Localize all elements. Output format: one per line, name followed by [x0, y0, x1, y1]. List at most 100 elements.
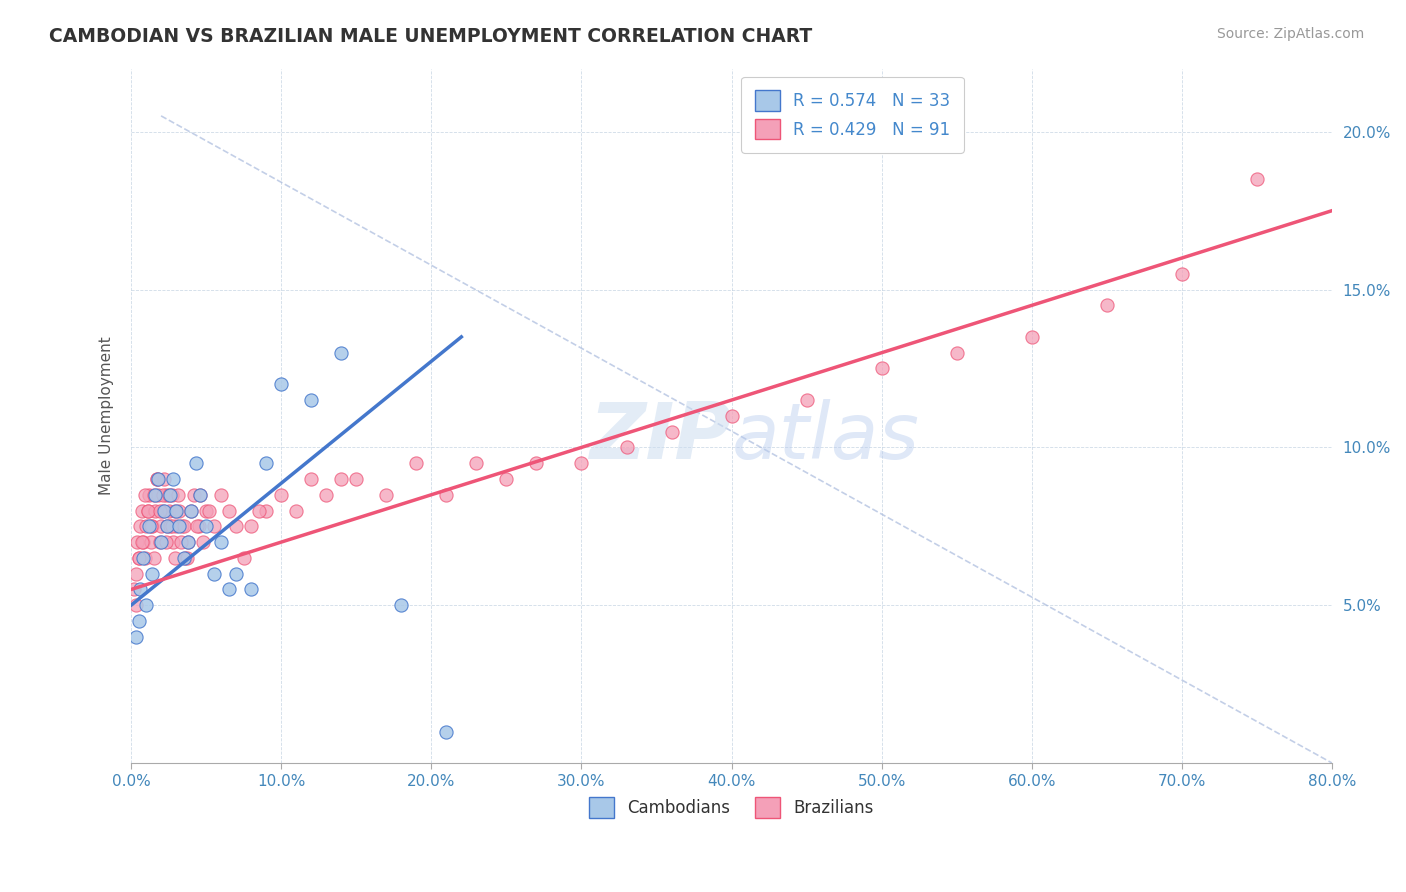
Point [232, 550, 254, 565]
Point [202, 519, 225, 533]
Point [173, 550, 195, 565]
Point [141, 566, 163, 581]
Point [375, 488, 398, 502]
Point [299, 472, 322, 486]
Point [129, 582, 152, 597]
Point [495, 472, 517, 486]
Point [162, 472, 184, 486]
Point [136, 503, 159, 517]
Point [143, 503, 166, 517]
Text: CAMBODIAN VS BRAZILIAN MALE UNEMPLOYMENT CORRELATION CHART: CAMBODIAN VS BRAZILIAN MALE UNEMPLOYMENT… [49, 27, 813, 45]
Point [870, 361, 893, 376]
Point [796, 392, 818, 407]
Point [167, 503, 190, 517]
Point [720, 409, 742, 423]
Point [225, 566, 247, 581]
Point [139, 535, 162, 549]
Point [152, 503, 174, 517]
Point [134, 550, 156, 565]
Point [146, 488, 169, 502]
Point [270, 488, 292, 502]
Point [405, 456, 427, 470]
Point [135, 599, 157, 613]
Point [1171, 267, 1194, 281]
Point [240, 519, 263, 533]
Point [195, 519, 218, 533]
Point [131, 535, 153, 549]
Point [141, 519, 163, 533]
Text: Source: ZipAtlas.com: Source: ZipAtlas.com [1216, 27, 1364, 41]
Point [299, 392, 322, 407]
Point [156, 519, 179, 533]
Point [128, 550, 150, 565]
Point [254, 503, 277, 517]
Point [138, 488, 160, 502]
Point [177, 535, 200, 549]
Point [129, 519, 152, 533]
Point [174, 550, 197, 565]
Point [148, 535, 170, 549]
Point [134, 488, 156, 502]
Point [124, 566, 146, 581]
Point [141, 519, 163, 533]
Point [149, 503, 172, 517]
Point [176, 550, 198, 565]
Point [153, 503, 176, 517]
Point [150, 519, 173, 533]
Point [138, 519, 160, 533]
Point [180, 503, 202, 517]
Point [132, 535, 155, 549]
Point [143, 488, 166, 502]
Point [145, 472, 167, 486]
Point [187, 519, 209, 533]
Point [155, 488, 177, 502]
Point [156, 519, 179, 533]
Point [159, 519, 181, 533]
Point [165, 519, 187, 533]
Point [270, 377, 292, 392]
Point [616, 441, 638, 455]
Point [1095, 298, 1118, 312]
Point [1246, 172, 1268, 186]
Point [180, 503, 202, 517]
Point [124, 630, 146, 644]
Point [209, 535, 232, 549]
Point [315, 488, 337, 502]
Point [167, 519, 190, 533]
Point [157, 503, 180, 517]
Point [167, 488, 190, 502]
Point [157, 488, 180, 502]
Point [195, 503, 218, 517]
Point [165, 503, 187, 517]
Point [434, 488, 457, 502]
Point [571, 456, 593, 470]
Point [191, 535, 214, 549]
Point [526, 456, 548, 470]
Point [198, 503, 221, 517]
Point [434, 724, 457, 739]
Point [1021, 330, 1043, 344]
Point [159, 488, 181, 502]
Point [209, 488, 232, 502]
Point [344, 472, 367, 486]
Point [125, 599, 148, 613]
Point [142, 550, 165, 565]
Point [153, 472, 176, 486]
Point [131, 503, 153, 517]
Legend: Cambodians, Brazilians: Cambodians, Brazilians [582, 790, 880, 824]
Point [155, 535, 177, 549]
Point [188, 488, 211, 502]
Point [122, 582, 145, 597]
Point [165, 503, 187, 517]
Point [330, 345, 353, 359]
Point [225, 519, 247, 533]
Point [150, 535, 173, 549]
Point [160, 488, 183, 502]
Point [218, 582, 240, 597]
Point [218, 503, 240, 517]
Point [184, 456, 207, 470]
Point [173, 519, 195, 533]
Point [330, 472, 353, 486]
Point [183, 488, 205, 502]
Point [247, 503, 270, 517]
